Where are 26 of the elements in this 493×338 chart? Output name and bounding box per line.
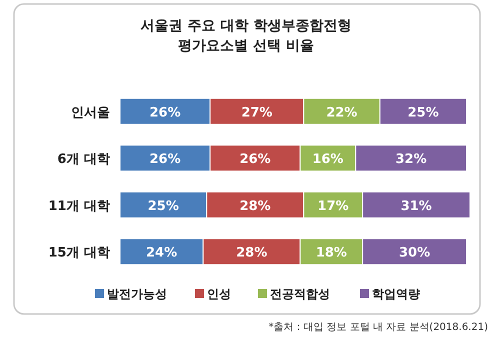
data-label: 27% xyxy=(241,105,272,120)
data-label: 25% xyxy=(148,198,179,214)
chart-title: 서울권 주요 대학 학생부종합전형 평가요소별 선택 비율 xyxy=(140,18,352,54)
data-label: 26% xyxy=(149,105,181,120)
data-label: 17% xyxy=(318,198,349,214)
data-label: 22% xyxy=(326,105,358,120)
data-label: 25% xyxy=(408,105,439,120)
y-tick-label: 6개 대학 xyxy=(57,152,110,168)
legend-label: 발전가능성 xyxy=(107,287,167,301)
legend-label: 전공적합성 xyxy=(270,287,330,301)
data-label: 24% xyxy=(146,246,178,261)
data-label: 31% xyxy=(400,198,432,214)
text: *출처 : 대입 정보 포털 내 자료 분석(2018.6.21) xyxy=(268,322,488,333)
y-tick-label: 11개 대학 xyxy=(48,198,110,214)
data-label: 18% xyxy=(316,246,347,261)
legend-label: 인성 xyxy=(207,287,231,301)
data-label: 26% xyxy=(240,152,271,168)
y-tick-label: 15개 대학 xyxy=(48,246,110,261)
data-label: 26% xyxy=(149,152,181,168)
data-label: 28% xyxy=(236,246,268,261)
data-label: 28% xyxy=(240,198,271,214)
legend-label: 학업역량 xyxy=(372,287,420,301)
data-label: 32% xyxy=(396,152,427,168)
data-label: 30% xyxy=(398,246,430,261)
y-tick-label: 인서울 xyxy=(71,105,110,120)
data-label: 16% xyxy=(312,152,344,168)
